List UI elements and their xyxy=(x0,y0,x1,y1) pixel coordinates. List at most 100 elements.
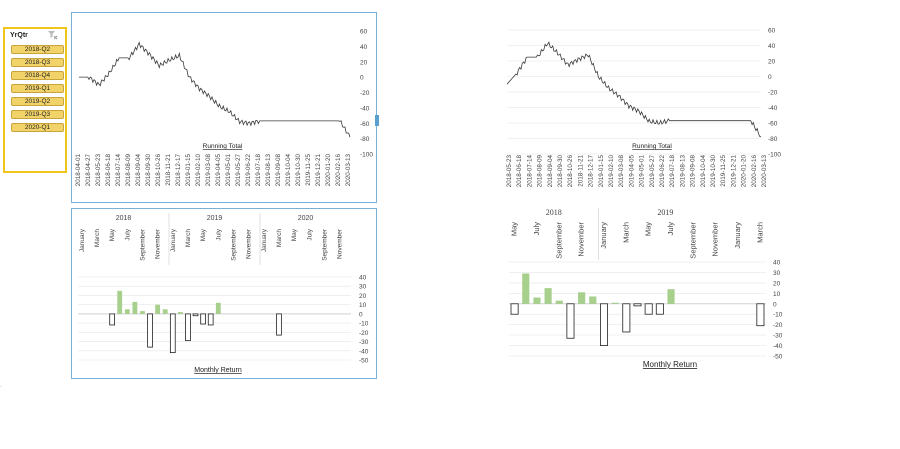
x-tick-label-6: 2018-10-26 xyxy=(567,155,574,188)
bar-10 xyxy=(622,303,631,333)
slicer-item-2019-q3[interactable]: 2019-Q3 xyxy=(11,110,64,119)
y-tick-label-1: 40 xyxy=(360,44,368,51)
y-tick-label-5: -40 xyxy=(360,105,370,112)
x-tick-label-18: 2019-07-18 xyxy=(255,154,262,187)
slicer-item-2019-q1[interactable]: 2019-Q1 xyxy=(11,84,64,93)
month-label-10: March xyxy=(621,222,630,243)
month-label-28: May xyxy=(291,228,298,241)
yrqtr-slicer: YrQtr 2018-Q2 2018-Q3 2018-Q4 2019-Q1 2019-Q… xyxy=(3,27,67,173)
y-tick-label-3: 10 xyxy=(773,291,781,298)
bar-0 xyxy=(510,303,519,315)
x-tick-label-11: 2019-01-15 xyxy=(185,154,192,187)
slicer-title: YrQtr xyxy=(10,32,28,39)
bar-22 xyxy=(756,303,765,327)
slicer-item-2019-q2[interactable]: 2019-Q2 xyxy=(11,97,64,106)
y-tick-label-9: -50 xyxy=(359,358,369,365)
bar-5 xyxy=(117,290,123,314)
bar-9 xyxy=(611,302,619,304)
month-label-16: September xyxy=(688,221,697,258)
x-tick-label-11: 2019-03-08 xyxy=(618,155,625,188)
y-tick-label-2: 20 xyxy=(360,59,368,66)
year-label-0: 2018 xyxy=(116,215,132,222)
month-label-10: November xyxy=(155,228,162,259)
bar-5 xyxy=(566,303,575,339)
month-label-12: January xyxy=(170,228,177,252)
month-label-12: May xyxy=(644,222,653,236)
bar-16 xyxy=(200,313,206,325)
chart-title: Running Total xyxy=(632,143,672,150)
x-tick-label-22: 2019-10-30 xyxy=(295,154,302,187)
x-tick-label-3: 2018-08-09 xyxy=(537,155,544,188)
month-label-0: May xyxy=(510,222,519,236)
bar-12 xyxy=(644,303,653,315)
x-tick-label-14: 2019-05-27 xyxy=(649,155,656,188)
y-tick-label-2: 20 xyxy=(359,293,367,300)
x-tick-label-13: 2019-03-08 xyxy=(205,154,212,187)
bar-12 xyxy=(169,313,176,354)
slicer-item-2018-q3[interactable]: 2018-Q3 xyxy=(11,58,64,67)
x-tick-label-15: 2019-05-01 xyxy=(225,154,232,187)
y-tick-label-2: 20 xyxy=(768,59,776,66)
bar-9 xyxy=(147,313,153,348)
slicer-item-2018-q2[interactable]: 2018-Q2 xyxy=(11,45,64,54)
bar-1 xyxy=(522,273,530,304)
bar-4 xyxy=(555,300,563,304)
x-tick-label-1: 2018-04-27 xyxy=(85,154,92,187)
month-label-24: January xyxy=(261,228,268,252)
x-tick-label-27: 2020-03-13 xyxy=(345,154,352,187)
y-tick-label-0: 60 xyxy=(360,29,368,36)
x-tick-label-7: 2018-11-21 xyxy=(577,155,584,187)
x-tick-label-4: 2018-07-14 xyxy=(115,154,122,187)
month-label-2: March xyxy=(94,229,101,247)
slicer-item-2018-q4[interactable]: 2018-Q4 xyxy=(11,71,64,80)
y-tick-label-4: 0 xyxy=(773,301,777,308)
bar-3 xyxy=(544,288,552,304)
month-label-26: March xyxy=(276,229,283,247)
month-label-8: January xyxy=(599,222,608,249)
month-label-20: January xyxy=(733,222,742,249)
x-tick-label-14: 2019-04-05 xyxy=(215,154,222,187)
x-tick-label-25: 2020-03-13 xyxy=(761,155,768,188)
bar-14 xyxy=(667,289,675,304)
y-tick-label-5: -40 xyxy=(768,105,778,112)
x-tick-label-16: 2019-05-27 xyxy=(235,154,242,187)
month-label-4: May xyxy=(109,228,116,241)
y-tick-label-7: -80 xyxy=(360,136,370,143)
y-tick-label-1: 40 xyxy=(768,43,776,50)
x-tick-label-8: 2018-12-17 xyxy=(588,155,595,188)
bar-7 xyxy=(589,296,597,304)
x-tick-label-20: 2019-10-30 xyxy=(710,155,717,188)
y-tick-label-7: -80 xyxy=(768,136,778,143)
slicer-item-2020-q1[interactable]: 2020-Q1 xyxy=(11,123,64,132)
y-tick-label-6: -60 xyxy=(768,121,778,128)
y-tick-label-8: -100 xyxy=(768,152,781,159)
chart-resize-handle xyxy=(375,115,379,126)
stray-mark: . xyxy=(0,383,2,389)
month-label-2: July xyxy=(532,222,541,236)
x-tick-label-13: 2019-05-01 xyxy=(639,155,646,188)
clear-filter-icon[interactable] xyxy=(48,31,58,40)
x-tick-label-19: 2019-10-04 xyxy=(700,155,707,188)
running-total-line xyxy=(506,41,762,138)
month-label-18: November xyxy=(711,222,720,257)
x-tick-label-7: 2018-09-30 xyxy=(145,154,152,187)
x-tick-label-16: 2019-07-18 xyxy=(669,155,676,188)
chart-title: Monthly Return xyxy=(643,360,697,369)
y-tick-label-6: -20 xyxy=(773,322,783,329)
y-tick-label-4: -20 xyxy=(768,90,778,97)
bar-13 xyxy=(177,312,183,314)
x-tick-label-9: 2019-01-15 xyxy=(598,155,605,188)
year-label-1: 2019 xyxy=(207,215,223,222)
x-tick-label-18: 2019-09-08 xyxy=(690,155,697,188)
x-tick-label-17: 2019-06-22 xyxy=(245,154,252,187)
x-tick-label-10: 2019-02-10 xyxy=(608,155,615,188)
bar-15 xyxy=(192,313,199,317)
y-tick-label-1: 30 xyxy=(773,270,781,277)
y-tick-label-0: 40 xyxy=(359,275,367,282)
x-tick-label-8: 2018-10-26 xyxy=(155,154,162,187)
x-tick-label-12: 2019-04-05 xyxy=(628,155,635,188)
x-tick-label-24: 2020-02-16 xyxy=(751,155,758,188)
year-label-0: 2018 xyxy=(546,208,562,217)
bar-26 xyxy=(276,313,282,336)
